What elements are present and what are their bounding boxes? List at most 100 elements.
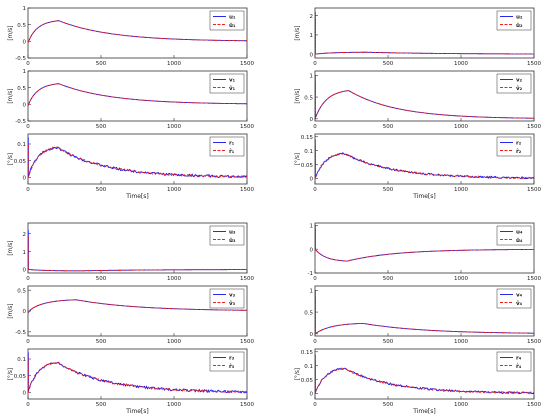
y-tick-label: 0.1 bbox=[304, 364, 313, 370]
y-tick-label: 0.1 bbox=[304, 149, 313, 155]
legend-label: û₄ bbox=[516, 237, 523, 244]
y-tick-label: 1 bbox=[23, 250, 27, 256]
panel-r3: 0.1 0.05 0 0 500 1000 1500 [°/s] Time[s] r₃ r̂₃ bbox=[8, 348, 254, 415]
y-tick-label: 1 bbox=[310, 224, 314, 230]
x-tick-label: 1500 bbox=[240, 124, 254, 130]
legend-box bbox=[209, 10, 245, 31]
legend: r₄ r̂₄ bbox=[496, 351, 532, 372]
legend-label: u₁ bbox=[229, 15, 236, 21]
legend-box bbox=[209, 136, 245, 157]
x-tick-label: 1000 bbox=[167, 339, 181, 345]
y-axis-label: [m/s] bbox=[8, 240, 14, 255]
series-line-true bbox=[28, 146, 247, 179]
series-line-true bbox=[28, 83, 247, 107]
legend-label: v₁ bbox=[229, 78, 236, 84]
y-tick-label: 2 bbox=[23, 232, 27, 238]
plot-area bbox=[28, 230, 247, 272]
x-tick-label: 1500 bbox=[240, 276, 254, 282]
y-tick-label: 0 bbox=[23, 391, 27, 397]
x-tick-label: 1500 bbox=[527, 402, 541, 408]
x-tick-label: 1500 bbox=[240, 187, 254, 193]
legend-label: u₄ bbox=[516, 230, 523, 236]
series-line-estimated bbox=[315, 152, 534, 180]
legend: v₄ v̂₄ bbox=[496, 288, 532, 309]
legend-box bbox=[496, 225, 532, 246]
legend-box bbox=[209, 351, 245, 372]
legend-label: v̂₃ bbox=[229, 301, 236, 307]
panel-v4: 1 0.5 00 500 1000 1500 v₄ v̂₄ bbox=[304, 285, 541, 345]
y-tick-label: 0 bbox=[310, 247, 314, 253]
x-tick-label: 500 bbox=[383, 339, 394, 345]
legend-label: v̂₄ bbox=[516, 301, 523, 307]
panel-r1: 0.1 0.05 0 0 500 1000 1500 [°/s] Time[s] r₁ r̂₁ bbox=[8, 133, 254, 200]
legend: v₁ v̂₁ bbox=[209, 73, 245, 94]
axes-frame bbox=[27, 70, 248, 122]
legend-label: r₂ bbox=[516, 141, 522, 147]
legend-label: r̂₃ bbox=[229, 364, 235, 370]
y-axis-label: [°/s] bbox=[295, 153, 301, 165]
x-tick-label: 500 bbox=[383, 61, 394, 67]
legend-label: r̂₄ bbox=[516, 364, 522, 370]
panel-r4: 0.15 0.1 0.05 0 0 500 1000 1500 [°/s] Time[s] r₄ r̂… bbox=[295, 348, 541, 415]
x-tick-label: 1500 bbox=[527, 187, 541, 193]
x-tick-label: 0 bbox=[26, 339, 30, 345]
y-tick-label: 1 bbox=[310, 33, 314, 39]
series-line-true bbox=[28, 299, 247, 314]
legend: v₃ v̂₃ bbox=[209, 288, 245, 309]
legend-label: r₁ bbox=[229, 141, 235, 147]
x-tick-label: 500 bbox=[383, 187, 394, 193]
plot-area bbox=[315, 225, 534, 262]
y-tick-label: 0.05 bbox=[301, 163, 314, 169]
y-tick-label: 0.5 bbox=[17, 23, 26, 29]
axes-frame bbox=[27, 7, 248, 59]
panel-v2: 1 0.5 00 500 1000 1500 [m/s] v₂ v̂₂ bbox=[295, 70, 541, 130]
y-tick-label: 0 bbox=[310, 332, 314, 338]
legend-label: v̂₁ bbox=[229, 86, 236, 92]
y-tick-label: -0.5 bbox=[15, 119, 26, 125]
series-line-true bbox=[315, 152, 534, 180]
y-tick-label: -0.5 bbox=[15, 330, 26, 336]
series-line-true bbox=[28, 20, 247, 44]
y-tick-label: 1 bbox=[23, 6, 27, 12]
series-line-true bbox=[28, 361, 247, 394]
panel-v3: 0.50-0.50 500 1000 1500[m/s]v₃v̂₃ bbox=[8, 285, 254, 345]
y-tick-label: 0.15 bbox=[301, 135, 314, 141]
x-tick-label: 1000 bbox=[454, 276, 468, 282]
x-tick-label: 1000 bbox=[167, 61, 181, 67]
legend-label: r₄ bbox=[516, 356, 522, 362]
legend: r₃ r̂₃ bbox=[209, 351, 245, 372]
y-axis-label: [m/s] bbox=[8, 88, 14, 103]
y-tick-label: 0 bbox=[310, 117, 314, 123]
x-tick-label: 1000 bbox=[167, 187, 181, 193]
x-tick-label: 0 bbox=[313, 187, 317, 193]
plot-area bbox=[315, 11, 534, 55]
y-axis-label: [m/s] bbox=[295, 25, 301, 40]
legend-label: û₃ bbox=[229, 237, 236, 244]
x-tick-label: 500 bbox=[96, 276, 107, 282]
x-tick-label: 0 bbox=[313, 61, 317, 67]
series-line-estimated bbox=[315, 90, 534, 119]
series-line-true bbox=[315, 90, 534, 119]
y-tick-label: -1 bbox=[308, 271, 313, 277]
x-tick-label: 500 bbox=[383, 124, 394, 130]
series-line-estimated bbox=[315, 322, 534, 335]
legend: v₂ v̂₂ bbox=[496, 73, 532, 94]
x-tick-label: 1000 bbox=[454, 124, 468, 130]
legend-box bbox=[496, 136, 532, 157]
y-tick-label: 0 bbox=[23, 103, 27, 109]
y-axis-label: [m/s] bbox=[8, 303, 14, 318]
x-tick-label: 0 bbox=[26, 402, 30, 408]
series-line-true bbox=[315, 322, 534, 335]
x-tick-label: 1500 bbox=[527, 276, 541, 282]
x-axis-label: Time[s] bbox=[125, 408, 149, 415]
x-tick-label: 0 bbox=[313, 402, 317, 408]
legend-label: û₁ bbox=[229, 22, 236, 29]
y-tick-label: 0.05 bbox=[14, 159, 27, 165]
